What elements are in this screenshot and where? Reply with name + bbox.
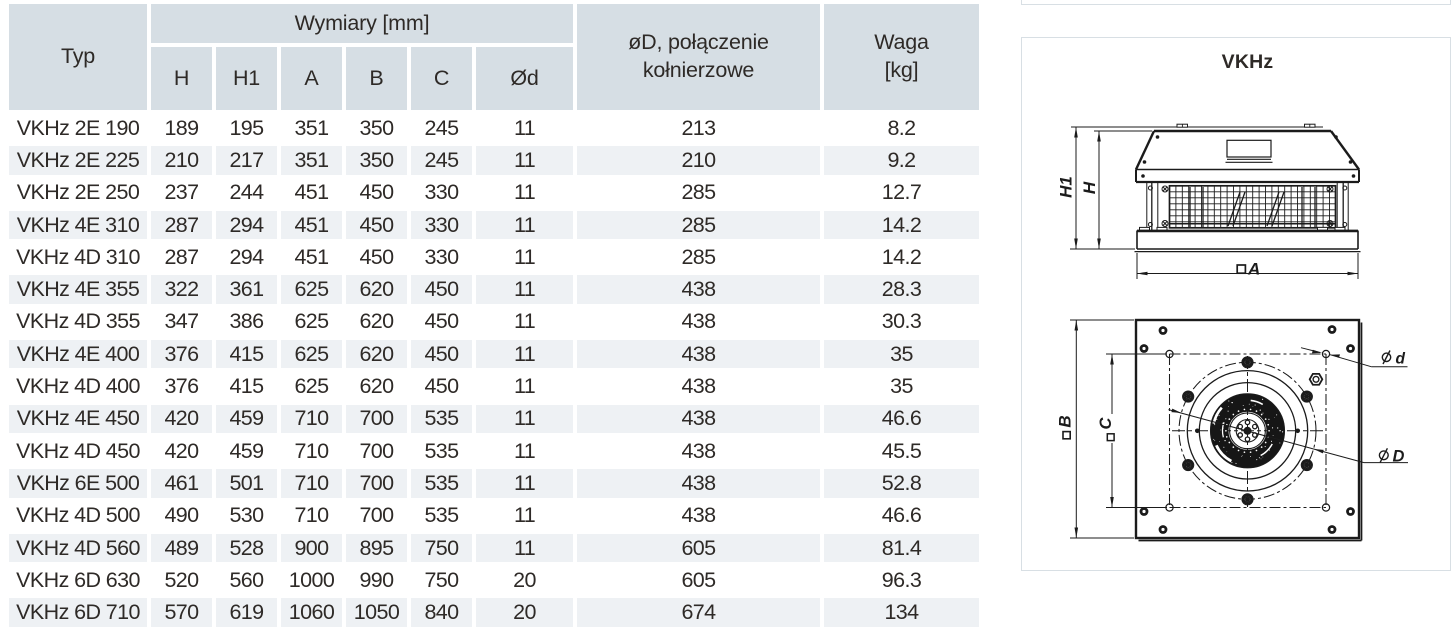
- svg-text:B: B: [1056, 415, 1075, 427]
- svg-text:H1: H1: [1057, 176, 1076, 198]
- svg-text:C: C: [1097, 416, 1115, 429]
- svg-text:d: d: [1396, 350, 1406, 367]
- svg-text:D: D: [1393, 448, 1405, 466]
- svg-text:H: H: [1080, 181, 1099, 194]
- svg-text:A: A: [1247, 259, 1260, 278]
